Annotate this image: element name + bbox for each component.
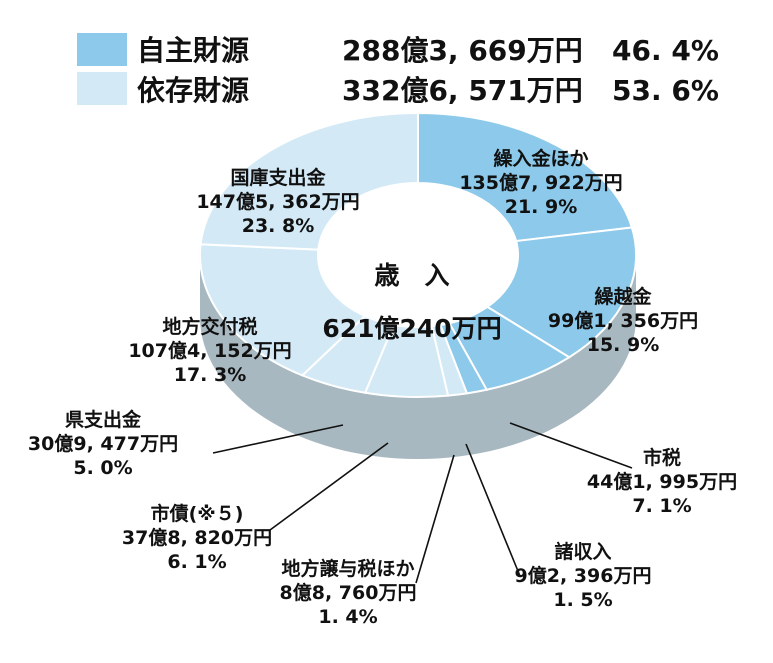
legend-swatch-dependent bbox=[77, 72, 127, 105]
slice-label-2: 繰越金 99億1, 356万円 15. 9% bbox=[548, 285, 698, 356]
legend-amount-dependent: 332億6, 571万円 bbox=[342, 74, 583, 107]
center-total: 621億240万円 bbox=[322, 314, 501, 343]
slice-label-7: 県支出金 30億9, 477万円 5. 0% bbox=[28, 408, 178, 479]
slice-percent: 1. 5% bbox=[553, 589, 612, 611]
donut-center-hole bbox=[318, 183, 518, 327]
slice-percent: 17. 3% bbox=[174, 364, 247, 386]
slice-amount: 44億1, 995万円 bbox=[587, 470, 737, 493]
legend-name-dependent: 依存財源 bbox=[137, 74, 249, 107]
slice-amount: 37億8, 820万円 bbox=[122, 526, 272, 549]
legend-percent-own: 46. 4% bbox=[612, 34, 719, 67]
slice-amount: 8億8, 760万円 bbox=[280, 581, 417, 604]
slice-amount: 147億5, 362万円 bbox=[196, 190, 359, 213]
legend-swatch-own bbox=[77, 33, 127, 66]
slice-amount: 9億2, 396万円 bbox=[515, 564, 652, 587]
slice-labels: 繰入金ほか 135億7, 922万円 21. 9% 繰越金 99億1, 356万円 15.… bbox=[28, 147, 737, 628]
leader-lines bbox=[212, 422, 633, 584]
slice-percent: 23. 8% bbox=[242, 215, 315, 237]
slice-name: 国庫支出金 bbox=[230, 166, 326, 189]
slice-name: 諸収入 bbox=[554, 540, 611, 563]
slice-label-4: 諸収入 9億2, 396万円 1. 5% bbox=[515, 540, 652, 611]
slice-percent: 21. 9% bbox=[505, 196, 578, 218]
slice-name: 市債(※５) bbox=[151, 502, 244, 525]
slice-label-8: 地方交付税 107億4, 152万円 17. 3% bbox=[128, 315, 291, 386]
leader-line-5 bbox=[415, 454, 455, 584]
slice-percent: 5. 0% bbox=[73, 457, 132, 479]
slice-name: 繰越金 bbox=[594, 285, 652, 308]
slice-2 bbox=[485, 226, 637, 359]
slice-percent: 1. 4% bbox=[318, 606, 377, 628]
leader-line-6 bbox=[269, 442, 389, 531]
donut-slices bbox=[199, 111, 637, 398]
slice-name: 地方交付税 bbox=[162, 315, 257, 338]
legend-amount-own: 288億3, 669万円 bbox=[342, 34, 583, 67]
slice-1 bbox=[417, 111, 634, 243]
slice-name: 県支出金 bbox=[65, 408, 142, 431]
slice-percent: 6. 1% bbox=[167, 551, 226, 573]
center-title: 歳 入 bbox=[374, 261, 449, 290]
legend-name-own: 自主財源 bbox=[137, 34, 249, 67]
slice-amount: 30億9, 477万円 bbox=[28, 432, 178, 455]
slice-name: 市税 bbox=[643, 446, 681, 469]
slice-amount: 107億4, 152万円 bbox=[128, 339, 291, 362]
leader-line-4 bbox=[465, 443, 521, 577]
slice-percent: 15. 9% bbox=[587, 334, 660, 356]
slice-name: 地方譲与税ほか bbox=[281, 557, 414, 580]
slice-percent: 7. 1% bbox=[632, 495, 691, 517]
leader-line-7 bbox=[212, 424, 344, 454]
legend-item-own-revenue: 自主財源 288億3, 669万円 46. 4% bbox=[77, 33, 719, 67]
slice-label-5: 地方譲与税ほか 8億8, 760万円 1. 4% bbox=[280, 557, 417, 628]
leader-line-3 bbox=[509, 422, 633, 469]
slice-amount: 99億1, 356万円 bbox=[548, 309, 698, 332]
slice-label-1: 繰入金ほか 135億7, 922万円 21. 9% bbox=[459, 147, 622, 218]
slice-label-6: 市債(※５) 37億8, 820万円 6. 1% bbox=[122, 502, 272, 573]
slice-label-3: 市税 44億1, 995万円 7. 1% bbox=[587, 446, 737, 517]
donut-depth-band bbox=[200, 255, 636, 459]
legend-item-dependent-revenue: 依存財源 332億6, 571万円 53. 6% bbox=[77, 72, 719, 107]
slice-name: 繰入金ほか bbox=[493, 147, 588, 170]
legend: 自主財源 288億3, 669万円 46. 4% 依存財源 332億6, 571… bbox=[77, 33, 719, 107]
slice-amount: 135億7, 922万円 bbox=[459, 171, 622, 194]
slice-label-9: 国庫支出金 147億5, 362万円 23. 8% bbox=[196, 166, 359, 237]
legend-percent-dependent: 53. 6% bbox=[612, 74, 719, 107]
